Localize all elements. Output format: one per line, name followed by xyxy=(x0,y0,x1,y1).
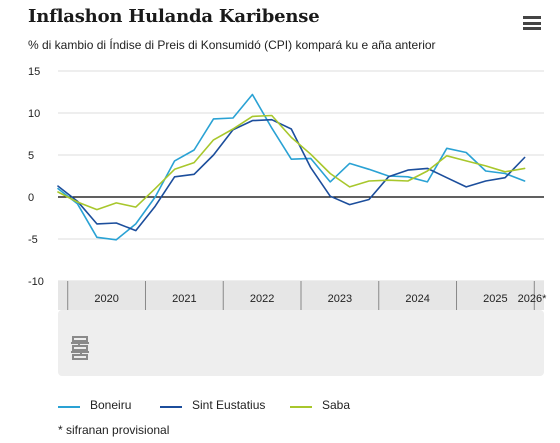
x-tick-label: 2020 xyxy=(94,293,118,305)
footnote: * sifranan provisional xyxy=(58,423,170,437)
x-tick-label: 2021 xyxy=(172,293,196,305)
y-tick-label: 5 xyxy=(28,150,34,162)
y-tick-label: -5 xyxy=(28,234,38,246)
chart-title: Inflashon Hulanda Karibense xyxy=(28,6,320,27)
legend-swatch-boneiru xyxy=(58,406,80,408)
series-line-saba xyxy=(57,114,526,211)
line-chart: 15 10 5 0 -5 -10 2020 2021 2022 2023 2024 2025 2026* xyxy=(28,66,547,376)
series-line-sint-eustatius xyxy=(57,118,526,232)
y-tick-label: 15 xyxy=(28,66,40,78)
logo-panel xyxy=(58,310,544,376)
x-tick-label: 2024 xyxy=(405,293,429,305)
legend-label: Boneiru xyxy=(90,398,132,412)
x-tick-label: 2023 xyxy=(328,293,352,305)
x-tick-label: 2025 xyxy=(483,293,507,305)
legend-label: Sint Eustatius xyxy=(192,398,266,412)
legend-swatch-sint-eustatius xyxy=(160,406,182,408)
series-line-boneiru xyxy=(57,93,526,241)
legend-label: Saba xyxy=(322,398,351,412)
cbs-logo-shape xyxy=(71,336,89,360)
legend-swatch-saba xyxy=(290,406,312,408)
x-tick-label: 2026* xyxy=(518,293,547,305)
y-tick-label: 10 xyxy=(28,108,40,120)
x-tick-label: 2022 xyxy=(250,293,274,305)
hamburger-menu-icon[interactable] xyxy=(522,16,542,32)
chart-subtitle: % di kambio di Índise di Preis di Konsum… xyxy=(28,38,436,52)
y-tick-label: 0 xyxy=(28,192,34,204)
cbs-logo-icon xyxy=(71,336,89,360)
y-tick-label: -10 xyxy=(28,276,44,288)
